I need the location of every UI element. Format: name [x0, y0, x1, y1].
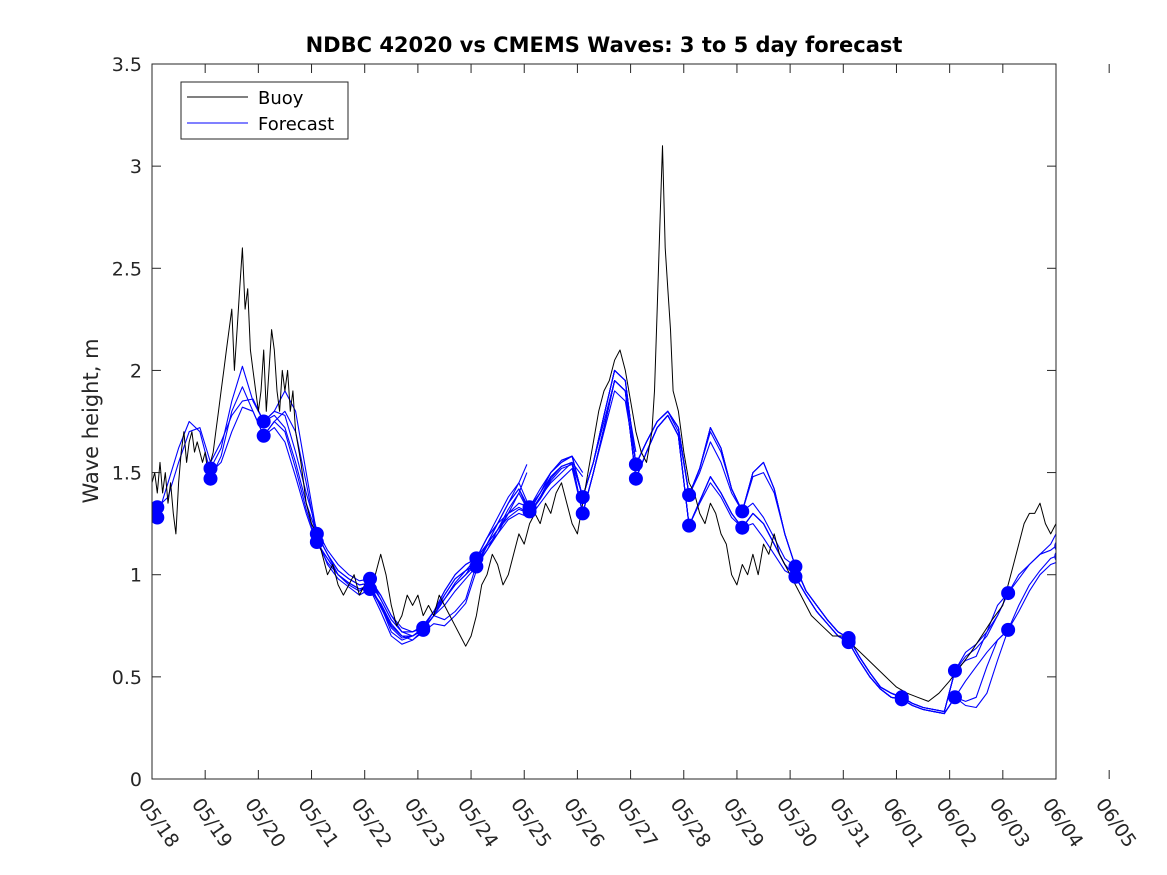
forecast-marker	[628, 457, 643, 472]
forecast-marker	[735, 504, 750, 519]
forecast-marker	[309, 535, 324, 550]
forecast-marker	[894, 692, 909, 707]
y-tick-label: 3	[130, 156, 142, 178]
chart-title: NDBC 42020 vs CMEMS Waves: 3 to 5 day fo…	[306, 33, 903, 57]
y-tick-label: 3.5	[112, 54, 142, 76]
forecast-marker	[682, 488, 697, 503]
y-axis-label: Wave height, m	[79, 338, 103, 503]
forecast-marker	[1001, 586, 1016, 601]
forecast-marker	[735, 520, 750, 535]
y-tick-label: 2.5	[112, 258, 142, 280]
forecast-line	[263, 420, 528, 639]
forecast-marker	[1001, 622, 1016, 637]
forecast-marker	[575, 490, 590, 505]
forecast-marker	[256, 428, 271, 443]
forecast-marker	[947, 690, 962, 705]
forecast-marker	[841, 635, 856, 650]
forecast-marker	[522, 504, 537, 519]
forecast-marker	[788, 569, 803, 584]
y-tick-label: 1.5	[112, 463, 142, 485]
legend-buoy-label: Buoy	[258, 88, 304, 109]
legend: Buoy Forecast	[180, 81, 349, 140]
y-tick-label: 0.5	[112, 667, 142, 689]
forecast-marker	[363, 582, 378, 597]
y-tick-label: 1	[130, 565, 142, 587]
forecast-marker	[575, 506, 590, 521]
forecast-marker	[256, 414, 271, 429]
forecast-marker	[203, 471, 218, 486]
forecast-marker	[152, 510, 165, 525]
forecast-marker	[947, 663, 962, 678]
forecast-marker	[682, 518, 697, 533]
buoy-line	[152, 145, 1056, 702]
forecast-marker	[628, 471, 643, 486]
forecast-line	[156, 406, 424, 645]
forecast-marker	[469, 559, 484, 574]
y-tick-label: 0	[130, 769, 142, 791]
axes-box	[151, 63, 1057, 780]
y-tick-label: 2	[130, 360, 142, 382]
forecast-marker	[416, 622, 431, 637]
plot-area	[151, 63, 1057, 780]
legend-forecast-label: Forecast	[258, 114, 334, 135]
legend-box	[180, 81, 349, 140]
